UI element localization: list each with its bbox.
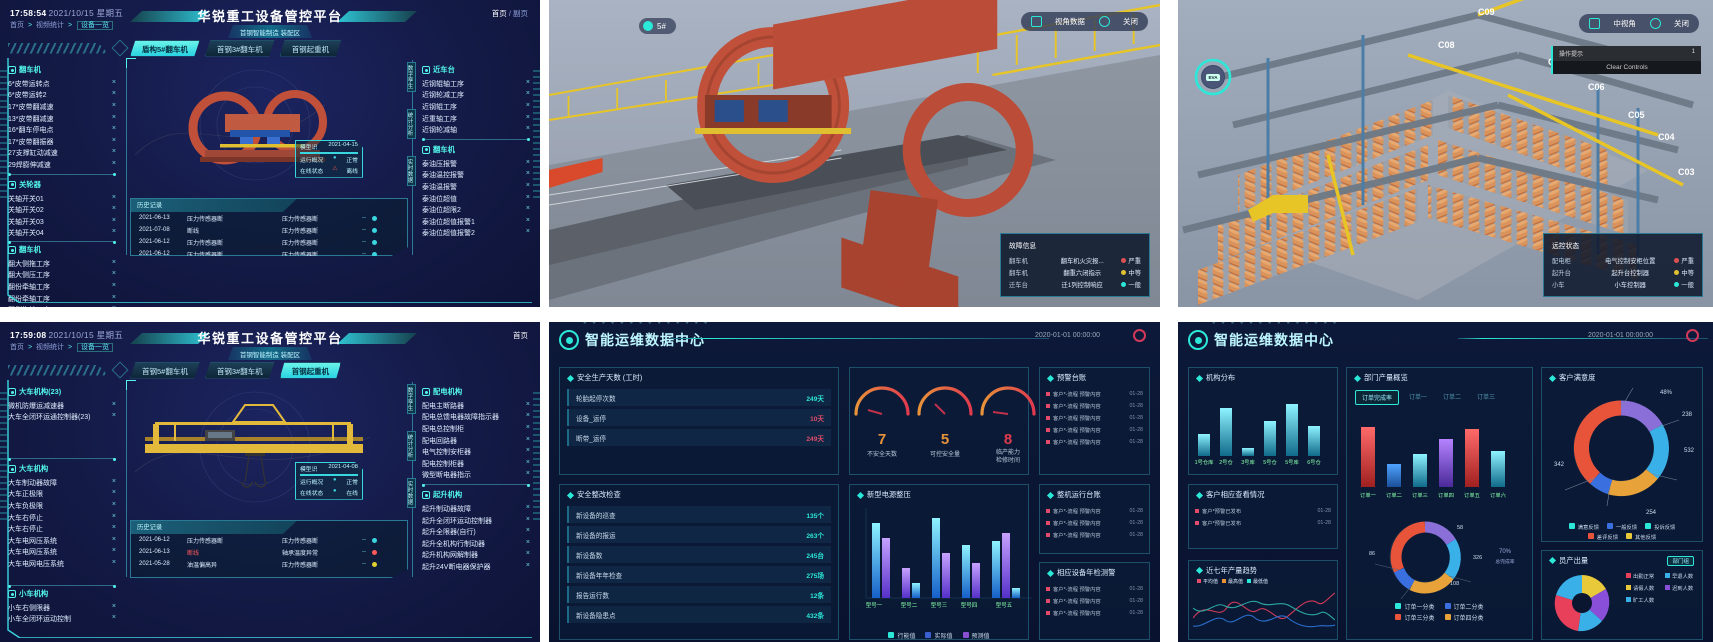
svg-text:326: 326: [1473, 555, 1482, 561]
svg-text:1号仓库: 1号仓库: [1195, 458, 1215, 466]
svg-text:86: 86: [1369, 551, 1375, 557]
svg-text:型号一: 型号一: [866, 601, 883, 609]
svg-text:检修时间: 检修时间: [996, 456, 1020, 464]
svg-text:C05: C05: [1628, 110, 1645, 120]
svg-text:5: 5: [941, 431, 949, 448]
svg-text:不安全天数: 不安全天数: [867, 450, 897, 458]
svg-text:8: 8: [1004, 431, 1012, 448]
svg-text:型号二: 型号二: [901, 601, 918, 609]
svg-text:订单六: 订单六: [1490, 491, 1507, 499]
svg-text:旷工人数: 旷工人数: [1633, 596, 1655, 604]
svg-text:58: 58: [1457, 525, 1463, 531]
svg-text:5号仓: 5号仓: [1263, 458, 1277, 466]
svg-text:迟到人数: 迟到人数: [1672, 584, 1694, 592]
svg-text:订单一: 订单一: [1360, 491, 1377, 499]
svg-text:70%: 70%: [1499, 549, 1512, 555]
svg-text:254: 254: [1646, 510, 1657, 516]
svg-text:7: 7: [878, 431, 886, 448]
svg-text:2号仓: 2号仓: [1219, 458, 1233, 466]
svg-text:342: 342: [1554, 462, 1565, 468]
svg-text:6号仓: 6号仓: [1307, 458, 1321, 466]
svg-text:C03: C03: [1678, 167, 1695, 177]
svg-text:型号四: 型号四: [961, 601, 978, 609]
svg-text:可控安全量: 可控安全量: [930, 450, 960, 458]
svg-text:C04: C04: [1658, 132, 1675, 142]
svg-text:请假人数: 请假人数: [1633, 584, 1655, 592]
svg-text:5号库: 5号库: [1285, 458, 1299, 466]
svg-text:订单三: 订单三: [1412, 491, 1428, 499]
svg-text:C09: C09: [1478, 7, 1495, 17]
svg-text:C08: C08: [1438, 40, 1455, 50]
svg-text:型号三: 型号三: [931, 601, 948, 609]
svg-text:108: 108: [1450, 581, 1459, 587]
svg-text:C06: C06: [1588, 82, 1605, 92]
svg-text:订单四: 订单四: [1438, 491, 1454, 499]
svg-text:238: 238: [1682, 412, 1693, 418]
svg-text:出勤正常: 出勤正常: [1633, 572, 1654, 580]
svg-text:3号库: 3号库: [1241, 458, 1255, 466]
svg-text:订单五: 订单五: [1464, 491, 1480, 499]
svg-text:型号五: 型号五: [996, 601, 1013, 609]
svg-text:48%: 48%: [1660, 390, 1673, 396]
svg-text:订单二: 订单二: [1386, 491, 1402, 499]
svg-text:早退人数: 早退人数: [1672, 572, 1694, 580]
svg-text:临产能力: 临产能力: [996, 448, 1020, 456]
svg-text:总完成率: 总完成率: [1495, 558, 1514, 565]
svg-text:532: 532: [1684, 448, 1695, 454]
